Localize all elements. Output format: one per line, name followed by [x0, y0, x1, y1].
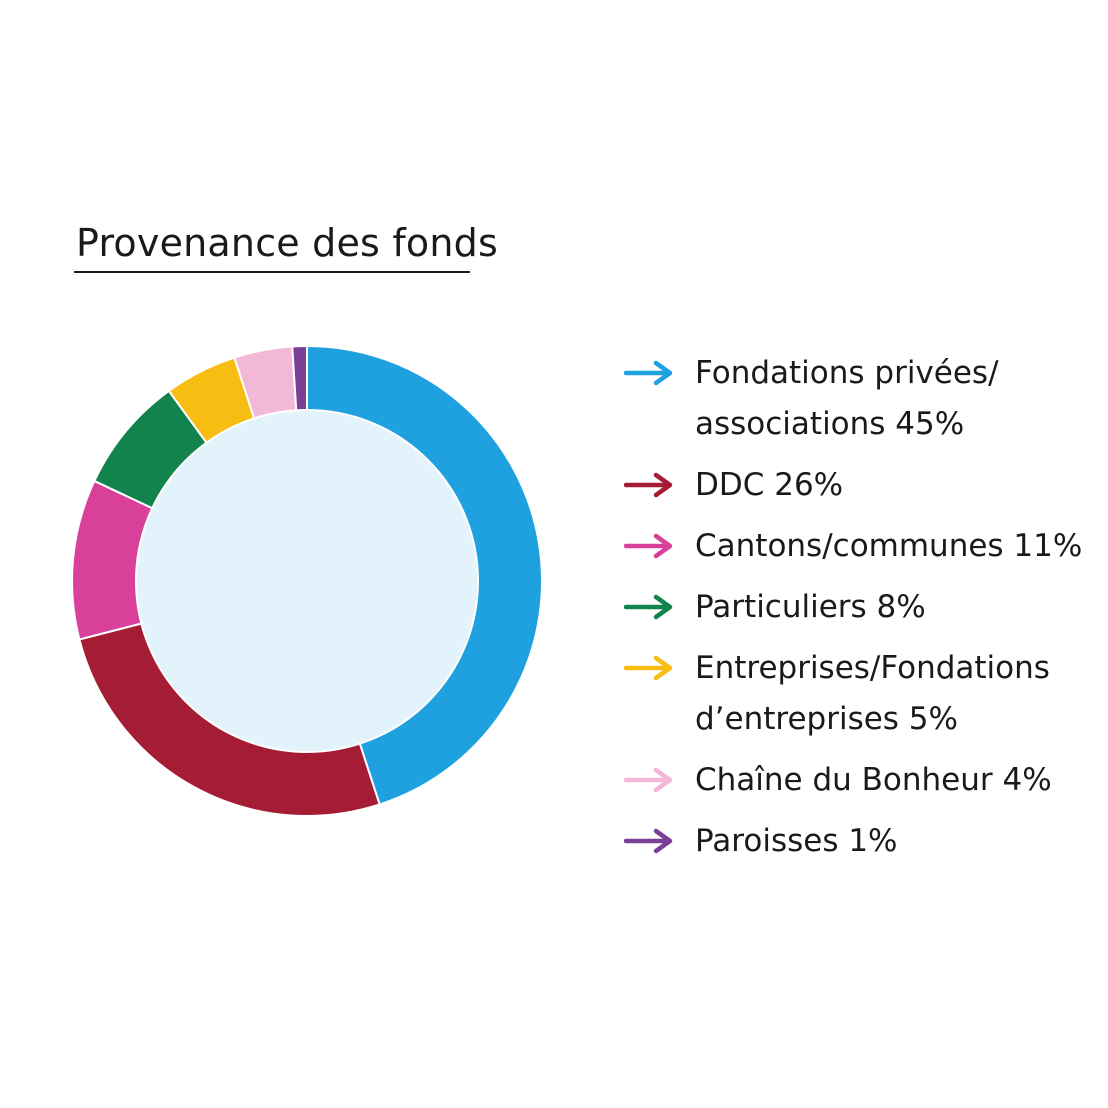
legend: Fondations privées/associations 45% DDC 2… — [624, 348, 1094, 877]
title-underline — [74, 271, 470, 273]
legend-label: Cantons/communes 11% — [695, 528, 1083, 564]
donut-center — [135, 409, 479, 753]
legend-label: Entreprises/Fondations — [695, 650, 1050, 686]
legend-item: Entreprises/Fondations d’entreprises 5% — [624, 643, 1094, 745]
arrow-right-icon — [624, 594, 673, 620]
legend-item: Chaîne du Bonheur 4% — [624, 755, 1094, 806]
legend-label: associations 45% — [695, 406, 965, 442]
arrow-right-icon — [624, 655, 673, 681]
arrow-right-icon — [624, 533, 673, 559]
legend-item: Fondations privées/associations 45% — [624, 348, 1094, 450]
legend-item: DDC 26% — [624, 460, 1094, 511]
legend-label: Chaîne du Bonheur 4% — [695, 762, 1052, 798]
legend-item: Particuliers 8% — [624, 582, 1094, 633]
legend-item: Paroisses 1% — [624, 816, 1094, 867]
legend-label: DDC 26% — [695, 467, 844, 503]
arrow-right-icon — [624, 767, 673, 793]
arrow-right-icon — [624, 360, 673, 386]
legend-label: d’entreprises 5% — [695, 701, 958, 737]
legend-item: Cantons/communes 11% — [624, 521, 1094, 572]
arrow-right-icon — [624, 472, 673, 498]
legend-label: Paroisses 1% — [695, 823, 898, 859]
chart-title: Provenance des fonds — [76, 221, 498, 265]
donut-chart — [71, 344, 543, 817]
legend-label: Fondations privées/ — [695, 355, 999, 391]
legend-label: Particuliers 8% — [695, 589, 926, 625]
arrow-right-icon — [624, 828, 673, 854]
